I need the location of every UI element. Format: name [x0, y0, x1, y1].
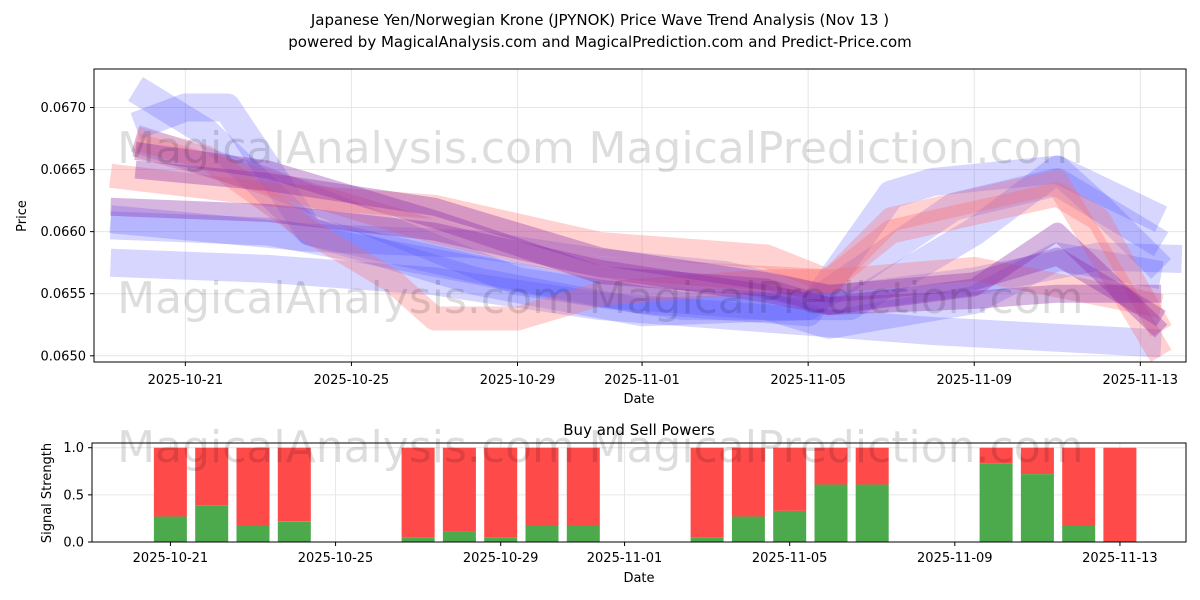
watermark-mid-right: MagicalPrediction.com	[589, 273, 1084, 324]
buy-power-bar	[773, 510, 807, 542]
signal-x-tick-label: 2025-10-25	[298, 551, 374, 566]
buy-power-bar	[442, 531, 476, 542]
buy-power-bar	[484, 537, 518, 542]
price-y-label: Price	[15, 200, 30, 232]
price-x-tick-label: 2025-11-01	[604, 373, 680, 388]
signal-bars	[153, 447, 1137, 542]
sell-power-bar	[814, 447, 848, 485]
buy-power-bar	[731, 516, 765, 542]
buy-power-bar	[525, 526, 559, 542]
price-x-ticks: 2025-10-21 2025-10-25 2025-10-29 2025-11-01…	[148, 362, 1179, 388]
wave-blue-5	[130, 93, 1168, 327]
price-x-tick-label: 2025-11-05	[770, 373, 846, 388]
watermark-top-right: MagicalPrediction.com	[589, 123, 1084, 174]
price-plot-frame	[93, 68, 1187, 363]
signal-x-label: Date	[623, 571, 654, 586]
sell-power-bar	[442, 447, 476, 532]
buy-power-bar	[401, 537, 435, 542]
sell-power-bar	[236, 447, 270, 526]
signal-x-tick-label: 2025-10-21	[133, 551, 209, 566]
watermark-mid-left: MagicalAnalysis.com	[117, 273, 575, 324]
sell-power-bar	[525, 447, 559, 526]
signal-title: Buy and Sell Powers	[563, 421, 715, 439]
sell-power-bar	[1020, 447, 1054, 475]
wave-blue-3	[110, 211, 1164, 339]
buy-power-bar	[1062, 526, 1096, 542]
buy-power-bar	[277, 521, 311, 542]
price-x-label: Date	[623, 392, 654, 407]
price-x-tick-label: 2025-10-21	[148, 373, 224, 388]
price-x-tick-label: 2025-11-13	[1103, 373, 1179, 388]
sell-power-bar	[566, 447, 600, 526]
sell-power-bar	[731, 447, 765, 517]
signal-plot-frame	[91, 442, 1187, 543]
watermark-bottom-right: MagicalPrediction.com	[589, 422, 1084, 473]
buy-power-bar	[236, 526, 270, 542]
signal-y-tick-label: 0.0	[63, 536, 84, 551]
wave-blue-1	[110, 248, 1162, 358]
wave-blue-6	[131, 125, 1171, 321]
sell-power-bar	[153, 447, 187, 517]
wave-red-1	[109, 163, 1172, 337]
signal-y-ticks: 0.0 0.5 1.0	[63, 441, 92, 551]
watermark-top-left: MagicalAnalysis.com	[117, 123, 575, 174]
sell-power-bar	[401, 447, 435, 538]
price-y-tick-label: 0.0660	[41, 225, 87, 240]
buy-power-bar	[1020, 474, 1054, 542]
wave-purple-3	[134, 141, 1168, 338]
signal-x-tick-label: 2025-11-13	[1082, 551, 1158, 566]
buy-power-bar	[195, 505, 229, 542]
sell-power-bar	[690, 447, 724, 538]
wave-blue-2	[109, 205, 1183, 314]
price-y-tick-label: 0.0670	[41, 101, 87, 116]
sell-power-bar	[855, 447, 889, 485]
sell-power-bar	[1062, 447, 1096, 526]
buy-power-bar	[855, 484, 889, 542]
sell-power-bar	[277, 447, 311, 522]
sell-power-bar	[195, 447, 229, 506]
price-x-tick-label: 2025-11-09	[936, 373, 1012, 388]
wave-red-3	[132, 133, 1164, 318]
price-x-tick-label: 2025-10-25	[314, 373, 390, 388]
signal-y-tick-label: 0.5	[63, 488, 84, 503]
price-y-ticks: 0.0650 0.0655 0.0660 0.0665 0.0670	[41, 101, 94, 364]
signal-y-label: Signal Strength	[40, 443, 55, 543]
price-y-tick-label: 0.0650	[41, 349, 87, 364]
price-y-tick-label: 0.0665	[41, 163, 87, 178]
price-y-tick-label: 0.0655	[41, 287, 87, 302]
price-panel: 2025-10-21 2025-10-25 2025-10-29 2025-11-01…	[15, 68, 1187, 407]
signal-x-tick-label: 2025-11-09	[917, 551, 993, 566]
wave-purple-1	[110, 197, 1162, 316]
sell-power-bar	[484, 447, 518, 538]
watermark-bottom-left: MagicalAnalysis.com	[117, 422, 575, 473]
wave-purple-2	[134, 160, 1166, 327]
buy-power-bar	[566, 526, 600, 542]
buy-power-bar	[153, 516, 187, 542]
signal-x-tick-label: 2025-10-29	[463, 551, 539, 566]
signal-x-ticks: 2025-10-21 2025-10-25 2025-10-29 2025-11-01…	[133, 542, 1158, 566]
chart-subtitle: powered by MagicalAnalysis.com and Magic…	[288, 33, 912, 51]
signal-x-tick-label: 2025-11-05	[752, 551, 828, 566]
signal-y-tick-label: 1.0	[63, 441, 84, 456]
watermarks: MagicalAnalysis.com MagicalPrediction.co…	[117, 123, 1083, 473]
wave-blue-4	[128, 76, 1169, 327]
buy-power-bar	[690, 537, 724, 542]
buy-power-bar	[814, 484, 848, 542]
signal-panel: Buy and Sell Powers 2025-10-21 2025-10-25…	[40, 421, 1187, 586]
wave-red-2	[132, 126, 1172, 362]
price-grid	[94, 69, 1186, 362]
chart-title: Japanese Yen/Norwegian Krone (JPYNOK) Pr…	[310, 11, 889, 29]
signal-x-tick-label: 2025-11-01	[587, 551, 663, 566]
buy-power-bar	[979, 463, 1013, 542]
sell-power-bar	[773, 447, 807, 511]
price-x-tick-label: 2025-10-29	[480, 373, 556, 388]
sell-power-bar	[979, 447, 1013, 464]
sell-power-bar	[1103, 447, 1137, 542]
price-waves	[109, 76, 1183, 362]
